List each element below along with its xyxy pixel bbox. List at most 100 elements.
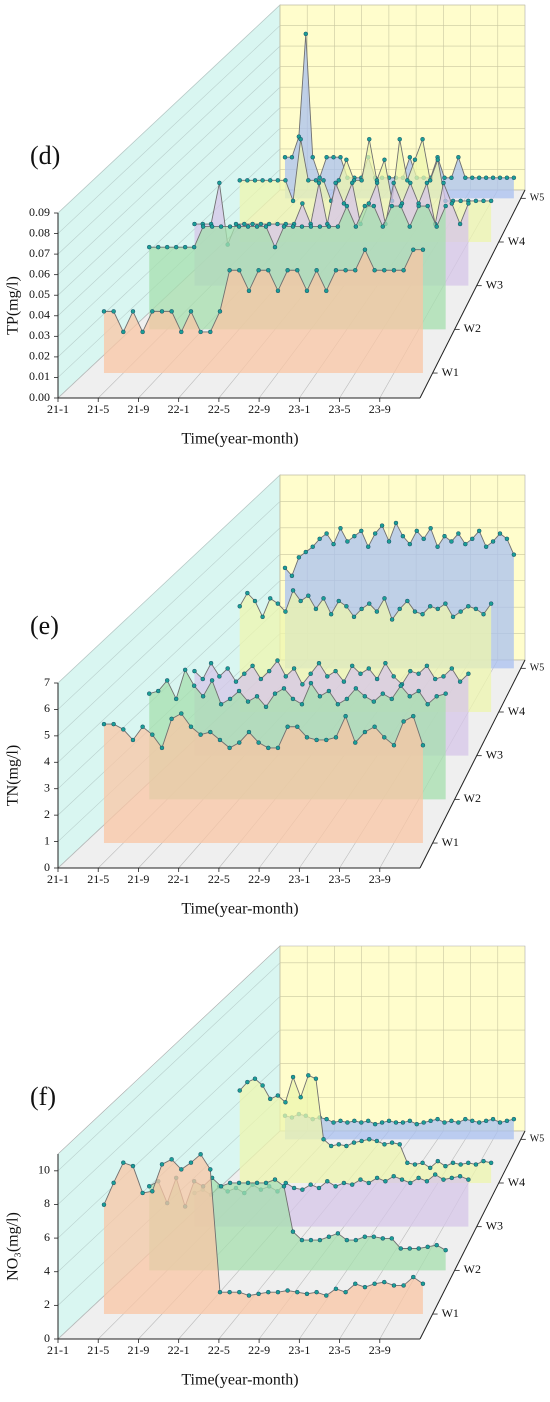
data-point [351, 1140, 357, 1145]
data-point [382, 1142, 387, 1147]
data-point [352, 533, 357, 539]
data-point [421, 536, 426, 542]
y-tick-label: 0.06 [29, 266, 50, 280]
y-tick-label: 0.09 [29, 205, 50, 219]
data-point [362, 729, 368, 735]
data-point [283, 178, 288, 183]
data-point [344, 203, 350, 209]
data-point [290, 1074, 296, 1080]
data-point [391, 743, 397, 748]
data-point [338, 155, 343, 160]
data-point [416, 1175, 421, 1181]
data-point [208, 329, 213, 335]
data-point [188, 309, 194, 314]
data-point [182, 667, 188, 673]
data-point [353, 1237, 359, 1243]
data-point [393, 1120, 399, 1125]
data-point [380, 224, 385, 229]
x-tick-label: 23-5 [329, 872, 351, 886]
data-point [246, 288, 252, 294]
data-point [250, 663, 255, 669]
data-point [130, 309, 136, 314]
data-point [466, 1177, 471, 1182]
data-point [391, 1283, 397, 1288]
series-label: W5 [530, 193, 544, 204]
data-point [303, 31, 308, 37]
data-point [362, 1284, 368, 1290]
data-point [233, 679, 239, 684]
data-point [359, 606, 364, 612]
data-point [470, 175, 475, 180]
data-point [336, 1142, 341, 1147]
data-point [285, 724, 290, 729]
data-point [260, 178, 265, 183]
data-point [366, 1118, 371, 1124]
series-label: W1 [442, 365, 459, 379]
data-point [300, 201, 305, 206]
data-point [344, 604, 349, 609]
data-point [463, 175, 468, 180]
data-point [227, 1289, 232, 1295]
y-tick-label: 0.02 [29, 349, 50, 363]
data-point [414, 528, 419, 534]
data-point [434, 694, 439, 699]
data-point [344, 696, 350, 702]
series-label: W2 [464, 791, 481, 805]
data-point [326, 224, 332, 229]
data-point [391, 180, 396, 186]
x-tick-label: 22-5 [208, 872, 230, 886]
data-point [443, 1247, 448, 1253]
x-tick-label: 22-1 [168, 1343, 190, 1357]
data-point [352, 1118, 357, 1124]
x-tick-label: 22-9 [248, 1343, 270, 1357]
y-tick-label: 5 [44, 728, 50, 742]
grid-line [57, 107, 281, 316]
data-point [268, 596, 273, 601]
data-point [281, 1184, 287, 1189]
data-point [367, 1137, 372, 1142]
grid-line [57, 554, 281, 763]
data-point [457, 221, 463, 227]
data-point [256, 1291, 261, 1297]
data-point [488, 601, 494, 606]
data-point [250, 221, 255, 227]
data-point [313, 178, 319, 183]
data-point [379, 1120, 385, 1125]
data-point [425, 702, 430, 707]
data-point [254, 224, 260, 229]
data-point [290, 1229, 296, 1234]
data-point [179, 1167, 184, 1172]
data-point [217, 1289, 223, 1295]
data-point [252, 598, 258, 604]
data-point [335, 702, 341, 707]
series-label: W5 [530, 1134, 544, 1145]
grid-line [57, 45, 281, 255]
data-point [463, 1116, 468, 1122]
data-point [121, 329, 126, 335]
data-point [411, 713, 416, 719]
data-point [407, 1246, 412, 1251]
data-point [324, 1293, 329, 1298]
data-point [497, 175, 503, 180]
series-line [239, 1074, 492, 1169]
data-point [188, 724, 194, 729]
data-point [372, 1121, 378, 1127]
data-point [353, 268, 358, 273]
data-point [295, 268, 300, 273]
data-point [359, 528, 364, 534]
data-point [335, 1231, 341, 1236]
data-point [401, 719, 406, 724]
data-point [316, 180, 322, 186]
data-point [383, 1179, 388, 1184]
x-tick-label: 23-1 [288, 872, 310, 886]
data-point [397, 606, 402, 612]
data-point [345, 1120, 350, 1125]
data-point [490, 1116, 496, 1122]
data-point [325, 674, 330, 679]
data-point [317, 536, 322, 542]
data-point [343, 268, 348, 273]
data-point [424, 180, 430, 186]
data-point [341, 1180, 347, 1186]
data-point [245, 1079, 250, 1085]
data-point [283, 1100, 288, 1105]
